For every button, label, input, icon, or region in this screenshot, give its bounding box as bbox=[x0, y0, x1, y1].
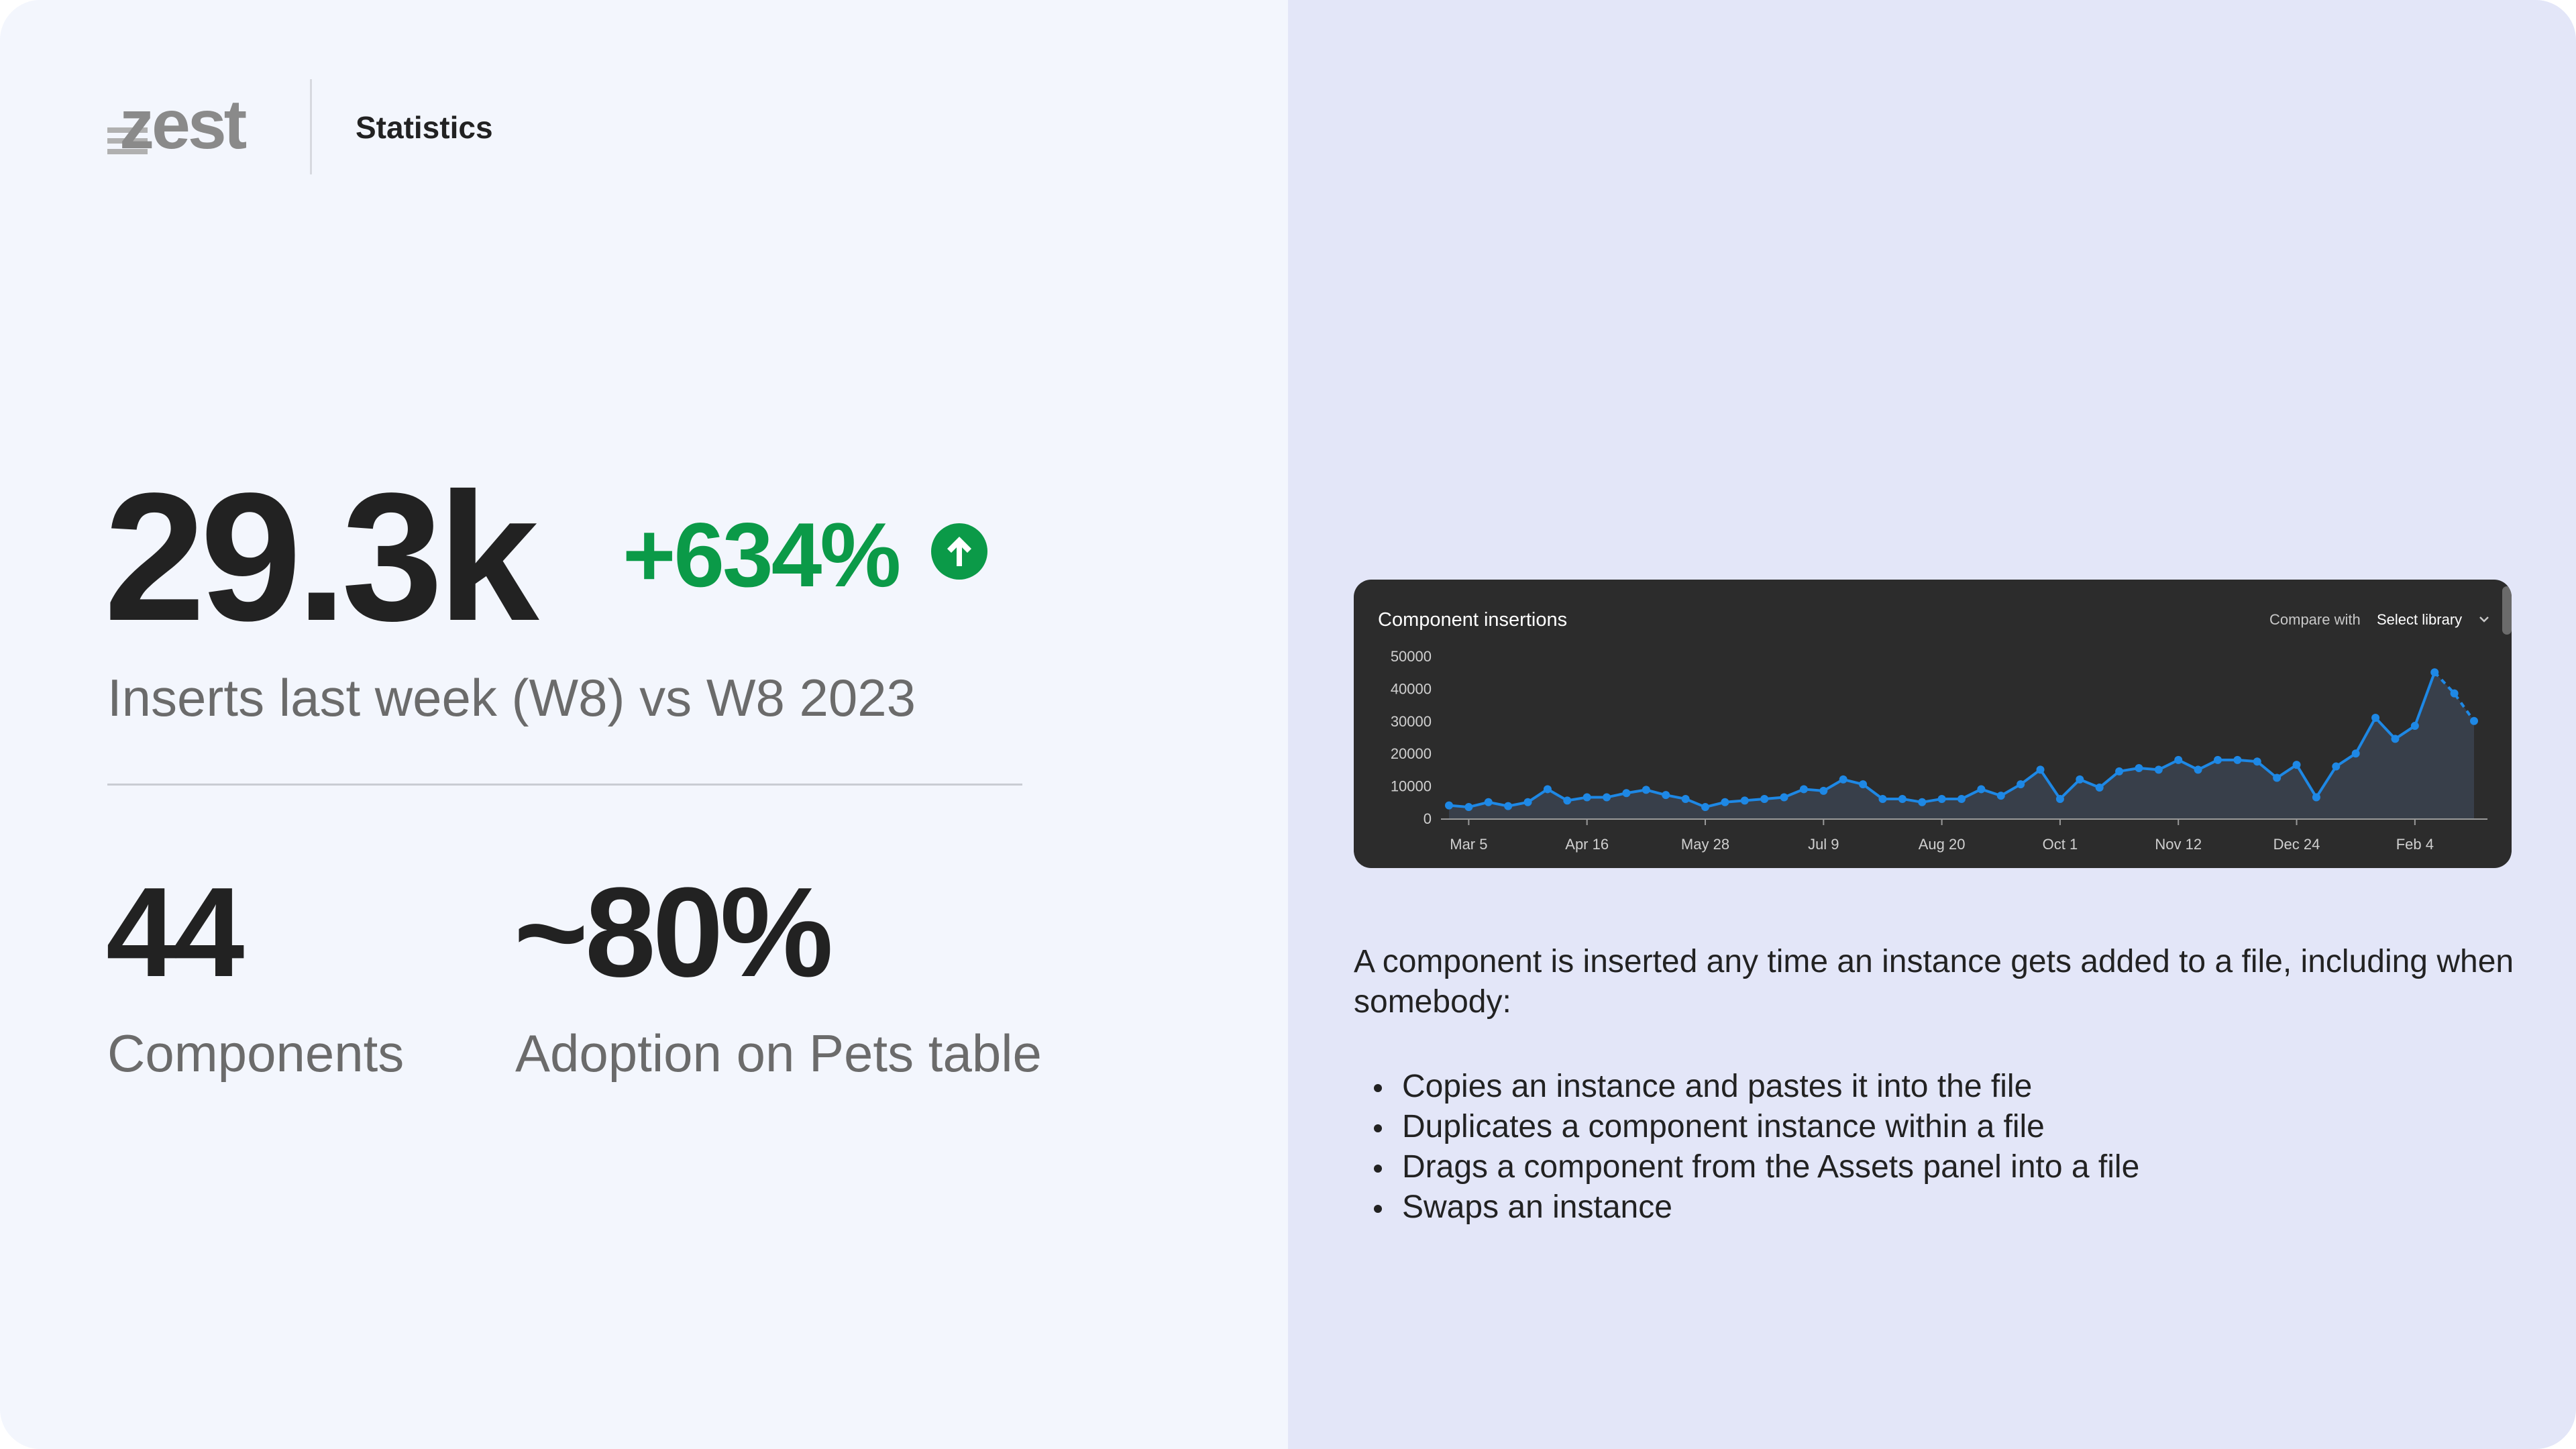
stat-adoption-caption: Adoption on Pets table bbox=[515, 1024, 1042, 1083]
stat-components-value: 44 bbox=[106, 861, 244, 1004]
select-library-dropdown[interactable]: Select library bbox=[2377, 611, 2463, 628]
data-point bbox=[2174, 755, 2183, 764]
data-point bbox=[1898, 794, 1907, 803]
data-point bbox=[1918, 798, 1927, 806]
bullet-item: Swaps an instance bbox=[1354, 1187, 2534, 1228]
data-point bbox=[2076, 775, 2084, 784]
data-point bbox=[2292, 761, 2301, 769]
data-point bbox=[1839, 775, 1847, 784]
data-point bbox=[1563, 796, 1572, 805]
data-point bbox=[1681, 794, 1690, 803]
data-point bbox=[1642, 786, 1650, 794]
data-point bbox=[1957, 794, 1966, 803]
data-point bbox=[2135, 763, 2143, 772]
data-point bbox=[1662, 791, 1670, 800]
data-point bbox=[1721, 798, 1729, 806]
data-point bbox=[2273, 773, 2282, 782]
data-point bbox=[2154, 765, 2163, 774]
y-tick-label: 0 bbox=[1424, 810, 1432, 827]
x-tick-label: May 28 bbox=[1681, 836, 1729, 853]
chart-title: Component insertions bbox=[1378, 609, 1568, 631]
data-point bbox=[1701, 803, 1709, 812]
data-point bbox=[2214, 755, 2222, 764]
data-point bbox=[2450, 689, 2459, 698]
stat-components-caption: Components bbox=[107, 1024, 405, 1083]
chart-card: 0 10000 20000 30000 40000 50000 Mar 5 Apr 16 May… bbox=[1354, 580, 2512, 868]
scrollbar-thumb[interactable] bbox=[2502, 586, 2512, 635]
bullet-item: Copies an instance and pastes it into th… bbox=[1354, 1067, 2534, 1107]
series-line-projected bbox=[2433, 671, 2475, 722]
y-tick-label: 40000 bbox=[1391, 680, 1432, 697]
data-point bbox=[2371, 713, 2380, 722]
x-tick-label: Oct 1 bbox=[2043, 836, 2078, 853]
data-point bbox=[2351, 749, 2360, 758]
left-panel: zest Statistics 29.3k +634% Inserts last… bbox=[104, 79, 1042, 1083]
data-point bbox=[1582, 793, 1591, 802]
x-tick-label: Mar 5 bbox=[1450, 836, 1487, 853]
description-bullets: Copies an instance and pastes it into th… bbox=[1354, 1067, 2534, 1228]
data-point bbox=[2253, 757, 2261, 766]
logo-stripes-icon bbox=[107, 127, 148, 154]
headline-value: 29.3k bbox=[104, 455, 539, 659]
data-point bbox=[2095, 784, 2104, 792]
logo-text: zest bbox=[119, 86, 247, 164]
page-title: Statistics bbox=[356, 110, 493, 145]
data-point bbox=[2115, 767, 2124, 775]
data-point bbox=[1819, 786, 1828, 795]
chart-area: 0 10000 20000 30000 40000 50000 Mar 5 Apr 16 May… bbox=[1391, 648, 2487, 853]
data-point bbox=[2233, 755, 2242, 764]
data-point bbox=[1859, 780, 1868, 789]
bullet-item: Duplicates a component instance within a… bbox=[1354, 1107, 2534, 1147]
x-tick-label: Jul 9 bbox=[1808, 836, 1839, 853]
divider bbox=[107, 784, 1022, 786]
x-tick-label: Aug 20 bbox=[1919, 836, 1966, 853]
x-tick-label: Feb 4 bbox=[2396, 836, 2434, 853]
data-point bbox=[2410, 722, 2419, 731]
data-point bbox=[1523, 798, 1532, 806]
data-point bbox=[1464, 803, 1473, 812]
y-tick-label: 30000 bbox=[1391, 713, 1432, 730]
header-divider bbox=[310, 79, 312, 174]
chevron-down-icon[interactable] bbox=[2478, 610, 2490, 628]
y-tick-label: 10000 bbox=[1391, 778, 1432, 795]
data-point bbox=[1622, 789, 1631, 798]
headline-caption: Inserts last week (W8) vs W8 2023 bbox=[107, 668, 916, 727]
data-point bbox=[2017, 780, 2025, 789]
data-point bbox=[1977, 785, 1986, 794]
headline-delta: +634% bbox=[623, 504, 901, 606]
data-point bbox=[2430, 668, 2439, 677]
data-point bbox=[1445, 801, 1453, 810]
data-point bbox=[2332, 762, 2341, 771]
bullet-item: Drags a component from the Assets panel … bbox=[1354, 1147, 2534, 1187]
data-point bbox=[2055, 794, 2064, 803]
x-tick-label: Dec 24 bbox=[2273, 836, 2320, 853]
series-area bbox=[1449, 672, 2474, 818]
data-point bbox=[2391, 735, 2400, 743]
data-point bbox=[1799, 785, 1808, 794]
data-point bbox=[1878, 794, 1887, 803]
zest-logo: zest bbox=[107, 86, 268, 164]
stat-adoption-value: ~80% bbox=[514, 861, 833, 1004]
data-point bbox=[2194, 765, 2202, 774]
data-point bbox=[1603, 793, 1611, 802]
y-tick-label: 50000 bbox=[1391, 648, 1432, 665]
data-point bbox=[1780, 793, 1788, 802]
data-point bbox=[1504, 802, 1513, 810]
description-intro: A component is inserted any time an inst… bbox=[1354, 944, 2514, 1020]
data-point bbox=[1484, 798, 1493, 806]
arrow-up-circle-icon bbox=[931, 523, 987, 580]
x-tick-label: Apr 16 bbox=[1565, 836, 1609, 853]
data-point bbox=[1996, 792, 2005, 800]
data-point bbox=[2470, 716, 2478, 725]
x-tick-label: Nov 12 bbox=[2155, 836, 2202, 853]
data-point bbox=[2312, 793, 2320, 802]
data-point bbox=[1937, 794, 1946, 803]
compare-with-label: Compare with bbox=[2269, 611, 2361, 628]
data-point bbox=[2036, 765, 2045, 774]
y-tick-label: 20000 bbox=[1391, 745, 1432, 762]
data-point bbox=[1543, 785, 1552, 794]
data-point bbox=[1760, 794, 1769, 803]
data-point bbox=[1740, 796, 1749, 805]
